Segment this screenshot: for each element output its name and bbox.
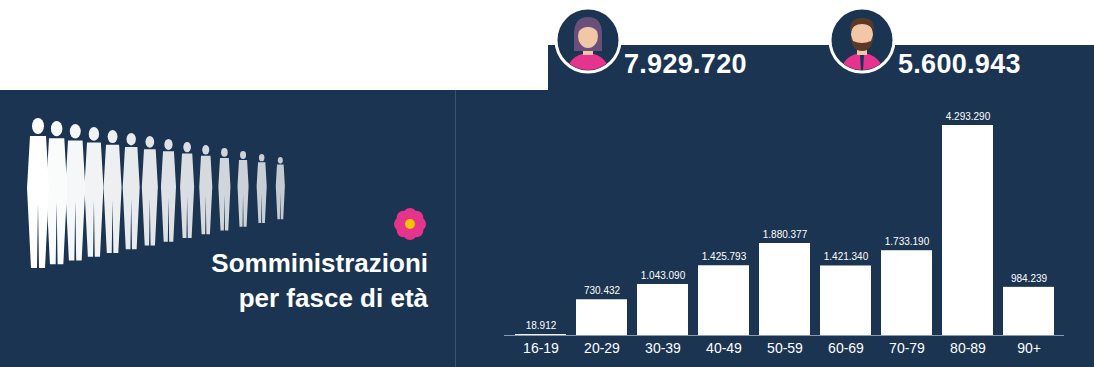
html-text:Somministrazioni per fasce di: Somministrazioni per fasce di età [211, 248, 428, 313]
svg-text:1.425.793: 1.425.793 [702, 251, 747, 262]
svg-text:18.912: 18.912 [526, 320, 557, 331]
svg-text:70-79: 70-79 [889, 340, 925, 356]
svg-text:60-69: 60-69 [828, 340, 864, 356]
svg-text:1.421.340: 1.421.340 [824, 251, 869, 262]
svg-text:20-29: 20-29 [584, 340, 620, 356]
svg-text:730.432: 730.432 [584, 285, 621, 296]
svg-text:16-19: 16-19 [523, 340, 559, 356]
svg-text:4.293.290: 4.293.290 [946, 111, 991, 122]
svg-text:80-89: 80-89 [950, 340, 986, 356]
svg-text:30-39: 30-39 [645, 340, 681, 356]
svg-text:1.043.090: 1.043.090 [641, 270, 686, 281]
html-text:5.600.943: 5.600.943 [898, 49, 1021, 79]
svg-text:984.239: 984.239 [1011, 273, 1048, 284]
html-text:7.929.720: 7.929.720 [624, 49, 747, 79]
svg-text:40-49: 40-49 [706, 340, 742, 356]
svg-text:90+: 90+ [1017, 340, 1041, 356]
svg-text:1.733.190: 1.733.190 [885, 236, 930, 247]
svg-text:50-59: 50-59 [767, 340, 803, 356]
svg-text:1.880.377: 1.880.377 [763, 229, 808, 240]
